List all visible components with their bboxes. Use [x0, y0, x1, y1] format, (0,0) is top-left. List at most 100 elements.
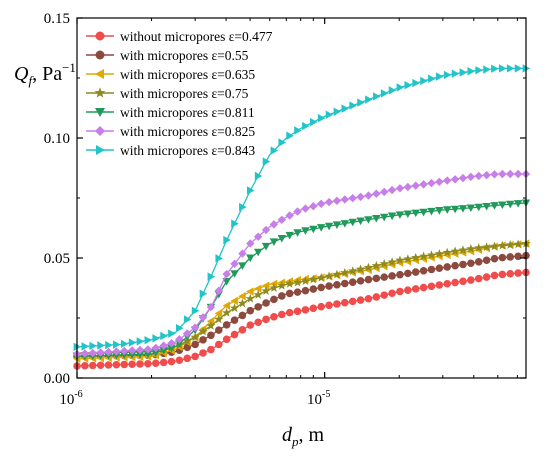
- data-point: [451, 278, 459, 287]
- data-point: [380, 187, 389, 197]
- data-point: [278, 310, 286, 319]
- data-point: [135, 345, 145, 355]
- data-point: [316, 224, 326, 232]
- data-point: [261, 225, 271, 235]
- data-point: [127, 346, 137, 355]
- data-point: [474, 258, 483, 266]
- data-point: [428, 74, 436, 83]
- data-point: [332, 221, 342, 229]
- series-3: [72, 239, 530, 363]
- data-point: [293, 288, 302, 296]
- data-point: [364, 191, 373, 200]
- data-point: [160, 331, 168, 341]
- data-point: [96, 361, 105, 370]
- data-point: [120, 339, 129, 349]
- data-point: [113, 340, 121, 349]
- legend-marker: [95, 69, 104, 79]
- data-point: [230, 330, 239, 339]
- data-point: [372, 293, 381, 301]
- data-point: [355, 264, 366, 274]
- data-point: [490, 202, 499, 210]
- data-point: [261, 281, 270, 290]
- data-point: [214, 286, 223, 295]
- data-point: [88, 348, 97, 358]
- data-point: [324, 197, 334, 207]
- data-point: [490, 271, 499, 280]
- data-point: [419, 208, 428, 217]
- legend-item: with micropores ε=0.635: [86, 67, 255, 82]
- x-axis-title-sub: p: [291, 434, 299, 449]
- data-point: [302, 121, 310, 131]
- data-point: [105, 340, 113, 350]
- data-point: [222, 321, 231, 329]
- legend-item: with micropores ε=0.843: [86, 143, 255, 158]
- data-point: [215, 254, 223, 263]
- data-point: [144, 335, 153, 345]
- data-point: [278, 292, 286, 300]
- data-point: [459, 277, 467, 286]
- data-point: [277, 215, 287, 225]
- data-point: [427, 178, 436, 188]
- data-point: [253, 284, 262, 293]
- legend-marker: [95, 108, 105, 117]
- data-point: [498, 201, 507, 210]
- data-point: [482, 202, 491, 211]
- series-line: [76, 173, 526, 355]
- x-axis-title-main: d: [282, 424, 293, 446]
- data-point: [435, 177, 444, 186]
- data-point: [388, 272, 396, 280]
- data-point: [136, 360, 144, 368]
- data-point: [349, 101, 357, 110]
- data-point: [357, 98, 365, 107]
- data-point: [270, 146, 279, 155]
- data-point: [514, 269, 522, 277]
- data-point: [285, 279, 295, 288]
- data-point: [215, 340, 223, 349]
- data-point: [159, 347, 168, 355]
- data-point: [506, 200, 515, 209]
- data-point: [443, 279, 452, 288]
- data-point: [285, 211, 294, 220]
- data-point: [309, 117, 318, 127]
- data-point: [167, 357, 176, 366]
- data-point: [443, 70, 452, 80]
- data-point: [435, 264, 444, 272]
- data-point: [88, 361, 97, 370]
- data-point: [341, 279, 349, 288]
- legend-label: with micropores ε=0.55: [120, 48, 249, 63]
- data-point: [466, 172, 476, 182]
- data-point: [269, 283, 279, 292]
- data-point: [231, 219, 239, 228]
- data-point: [81, 342, 90, 351]
- data-point: [175, 340, 184, 348]
- data-point: [325, 110, 334, 119]
- data-point: [419, 251, 429, 261]
- data-point: [128, 360, 136, 369]
- x-tick-label: 10-6: [59, 389, 82, 408]
- data-point: [104, 361, 113, 369]
- data-point: [316, 273, 326, 282]
- data-point: [175, 356, 184, 365]
- data-point: [230, 296, 238, 306]
- legend-marker: [95, 31, 105, 41]
- data-point: [340, 195, 350, 204]
- data-point: [120, 346, 129, 356]
- data-point: [159, 341, 168, 350]
- series-1: [73, 268, 530, 370]
- data-point: [317, 302, 325, 311]
- data-point: [490, 254, 499, 263]
- data-point: [371, 260, 381, 270]
- data-point: [435, 72, 444, 81]
- data-point: [475, 66, 483, 75]
- data-point: [183, 329, 192, 338]
- data-point: [356, 296, 365, 304]
- data-point: [159, 358, 168, 367]
- data-point: [135, 351, 145, 359]
- legend-item: with micropores ε=0.825: [86, 124, 255, 139]
- data-point: [325, 301, 333, 310]
- data-point: [497, 240, 507, 250]
- legend-label: with micropores ε=0.811: [120, 105, 255, 120]
- data-point: [143, 350, 153, 359]
- data-point: [229, 303, 240, 313]
- data-point: [333, 300, 341, 308]
